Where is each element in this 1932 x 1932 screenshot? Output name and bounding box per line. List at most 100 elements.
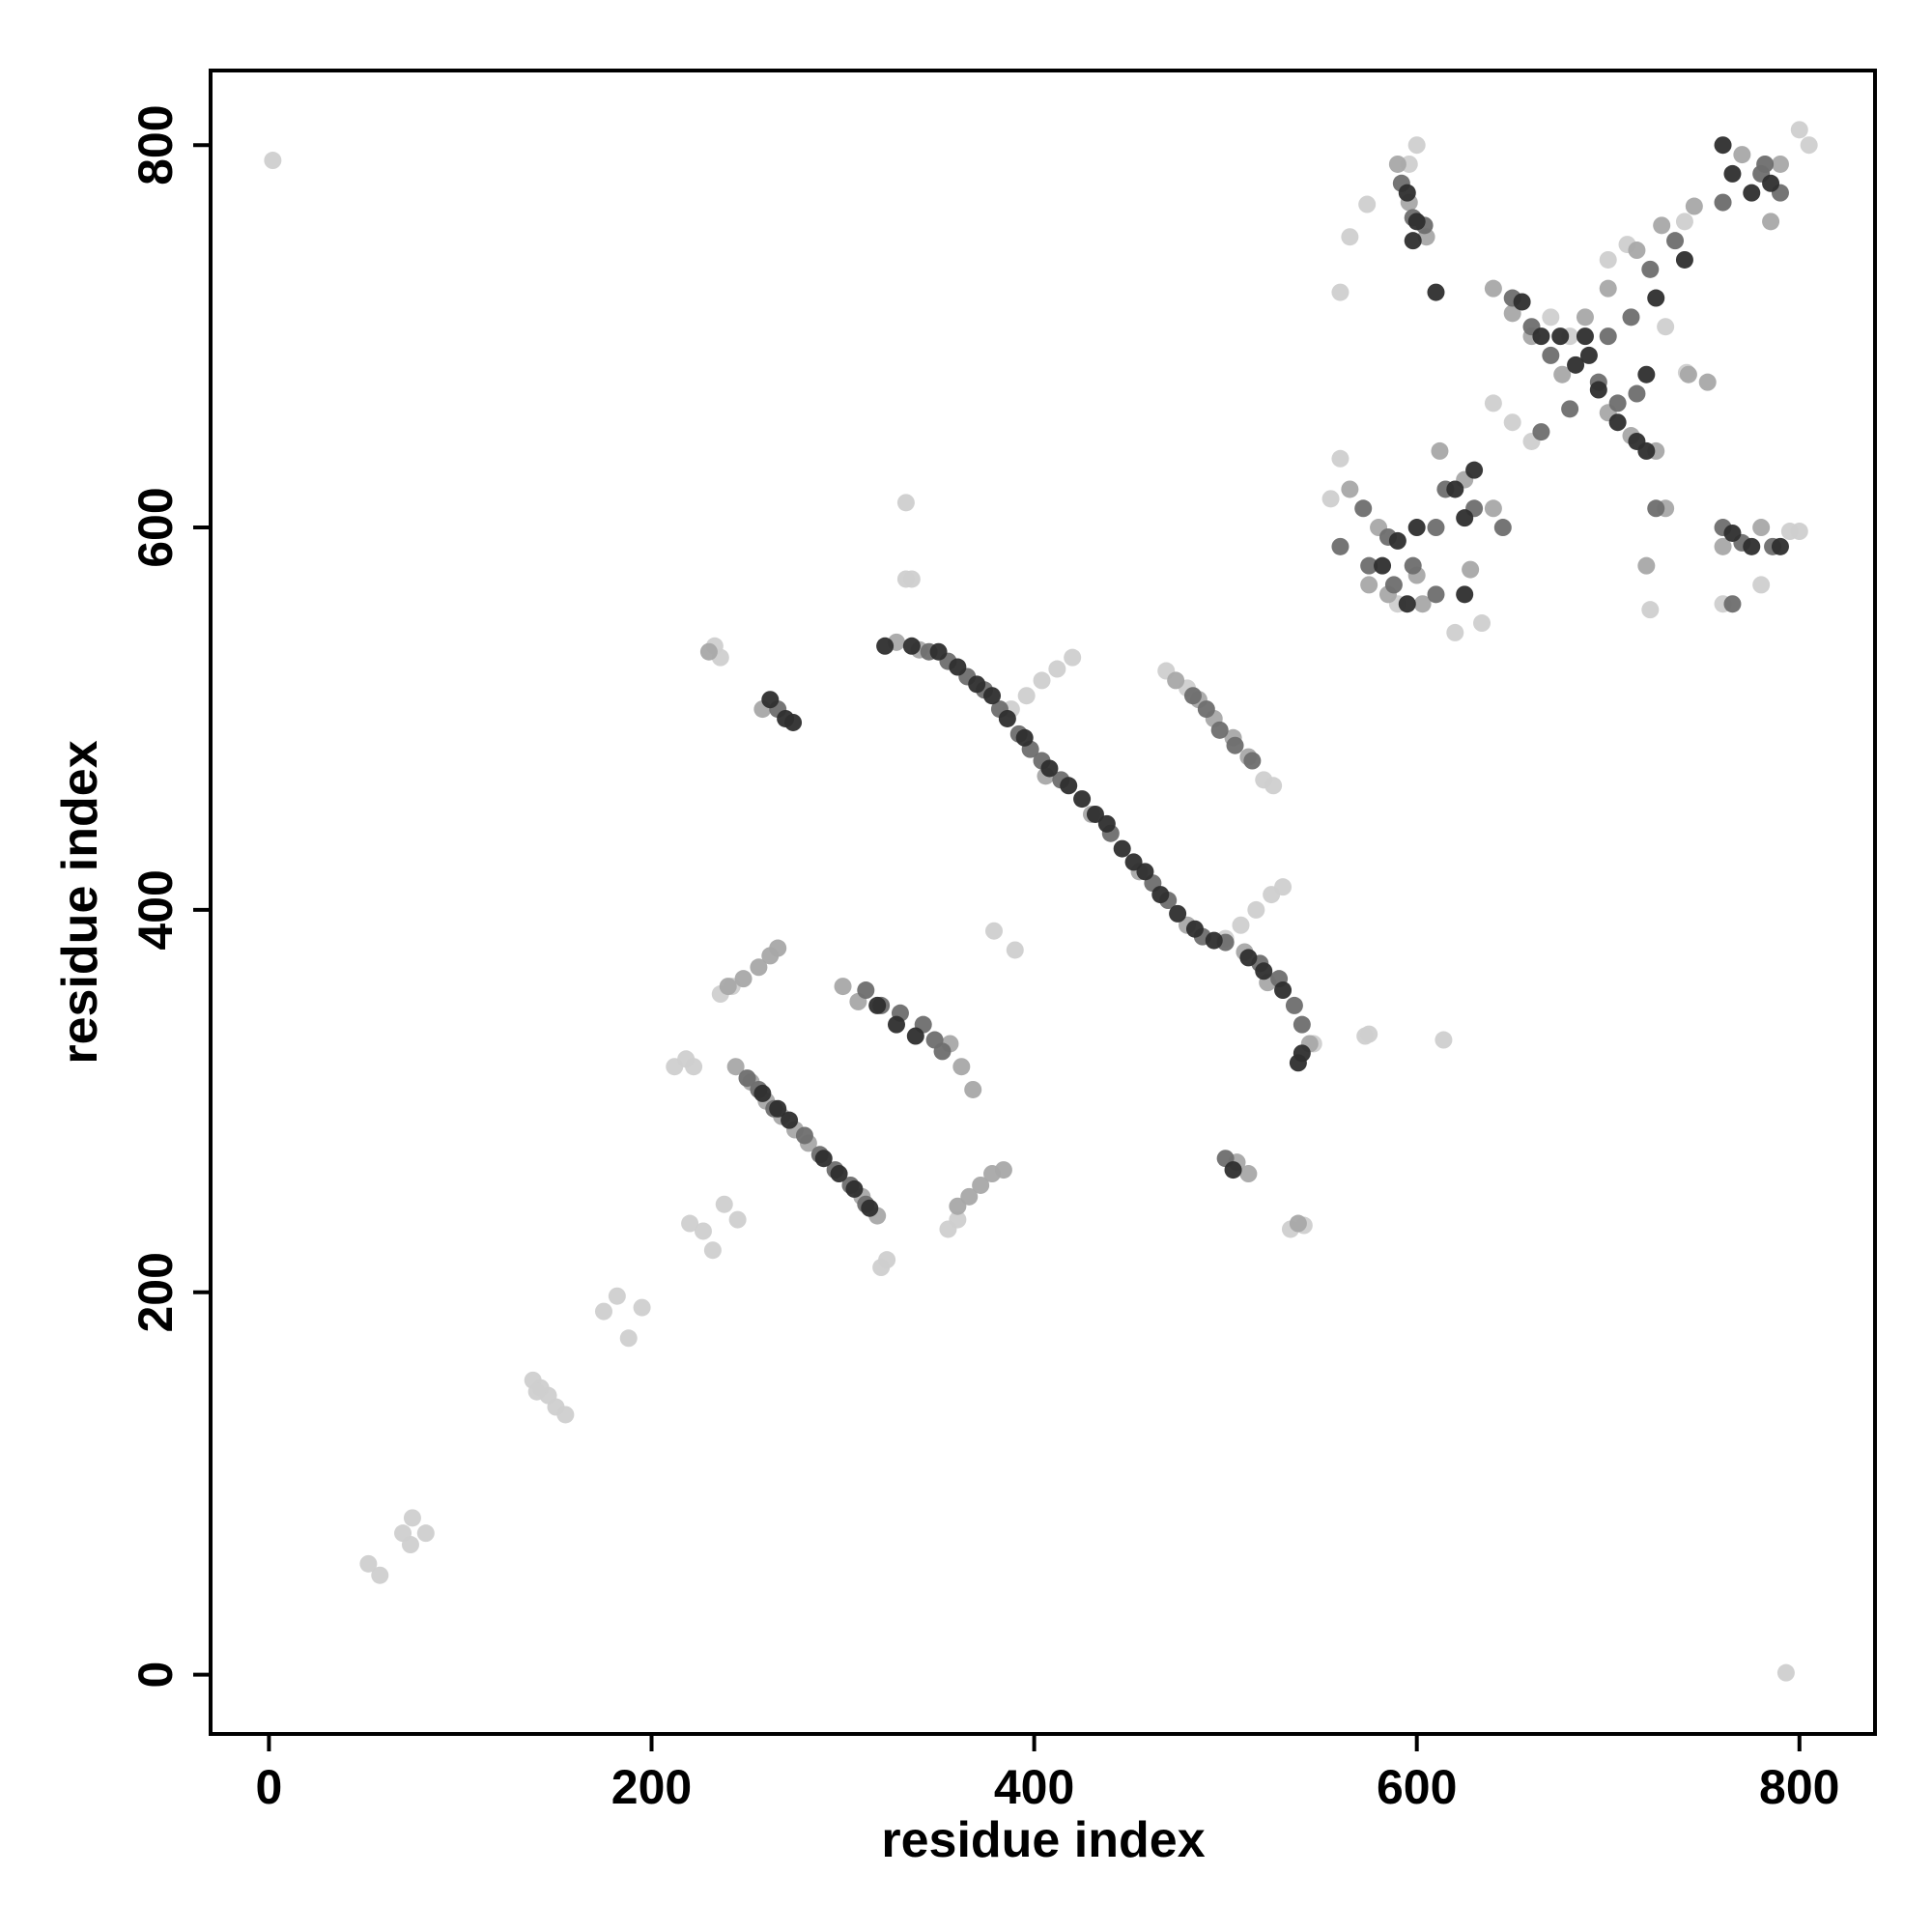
point (1714, 193, 1732, 212)
point (1503, 413, 1521, 432)
point (1698, 373, 1717, 391)
point (734, 970, 753, 988)
point (1360, 1025, 1378, 1043)
point (1331, 283, 1350, 301)
point (1086, 805, 1104, 823)
point (1040, 759, 1059, 778)
point (1247, 900, 1265, 919)
point (769, 1099, 787, 1118)
point (1679, 365, 1697, 384)
point (264, 152, 282, 170)
point (1413, 595, 1432, 613)
point (1790, 121, 1808, 139)
x-tick-label: 400 (994, 1760, 1074, 1814)
point (1752, 576, 1771, 594)
point (1446, 623, 1464, 641)
point (906, 1027, 924, 1045)
point (857, 981, 875, 1000)
y-tick-label: 600 (128, 487, 183, 567)
point (1384, 576, 1403, 594)
point (1576, 308, 1594, 327)
point (1239, 1165, 1258, 1183)
point (401, 1536, 419, 1554)
point (1354, 499, 1373, 518)
point (1579, 346, 1598, 364)
point (1151, 886, 1170, 904)
point (1484, 394, 1502, 412)
x-tick-label: 200 (611, 1760, 692, 1814)
point (984, 922, 1003, 940)
point (703, 1241, 722, 1260)
point (998, 709, 1016, 727)
point (694, 1222, 712, 1240)
x-tick-label: 600 (1377, 1760, 1457, 1814)
point (1427, 585, 1445, 604)
point (896, 570, 915, 588)
point (750, 958, 768, 977)
point (556, 1406, 575, 1424)
point (1762, 213, 1780, 231)
point (1264, 777, 1283, 795)
point (1293, 1044, 1311, 1063)
point (1232, 916, 1250, 934)
point (1293, 1015, 1311, 1034)
point (834, 978, 852, 996)
point (929, 642, 948, 661)
point (795, 1126, 813, 1145)
point (1465, 461, 1484, 479)
point (761, 691, 780, 709)
point (1407, 519, 1426, 537)
point (1653, 216, 1671, 235)
point (1006, 941, 1024, 959)
point (1771, 537, 1789, 555)
point (769, 939, 787, 957)
point (1723, 595, 1742, 613)
point (527, 1382, 546, 1401)
point (1685, 197, 1703, 215)
point (715, 1195, 733, 1213)
point (952, 1058, 971, 1076)
point (1210, 721, 1229, 739)
point (371, 1566, 389, 1584)
point (1647, 289, 1665, 307)
point (1756, 155, 1775, 173)
point (1073, 790, 1092, 809)
point (1239, 949, 1258, 967)
point (1743, 184, 1761, 202)
point (1493, 519, 1512, 537)
point (964, 1080, 982, 1098)
point (1033, 671, 1051, 690)
point (933, 1042, 952, 1061)
point (1628, 242, 1646, 260)
point (726, 1058, 745, 1076)
x-tick-label: 0 (255, 1760, 282, 1814)
point (949, 1210, 967, 1229)
point (1243, 752, 1262, 770)
point (994, 1161, 1012, 1179)
point (1341, 228, 1359, 246)
point (1561, 400, 1579, 418)
point (830, 1165, 848, 1183)
point (633, 1298, 651, 1317)
point (1542, 346, 1560, 364)
point (878, 1251, 896, 1269)
point (1446, 480, 1464, 498)
point (1657, 318, 1675, 336)
point (1608, 413, 1627, 432)
point (608, 1287, 626, 1305)
point (1427, 519, 1445, 537)
point (728, 1210, 747, 1229)
point (1637, 556, 1656, 575)
point (1255, 962, 1273, 980)
point (960, 1187, 979, 1206)
point (1641, 260, 1660, 278)
point (1622, 308, 1640, 327)
point (1473, 614, 1492, 633)
y-tick-label: 0 (128, 1662, 183, 1689)
point (1599, 327, 1617, 346)
point (1169, 904, 1187, 923)
point (1341, 480, 1359, 498)
point (1628, 384, 1646, 403)
point (1484, 499, 1502, 518)
